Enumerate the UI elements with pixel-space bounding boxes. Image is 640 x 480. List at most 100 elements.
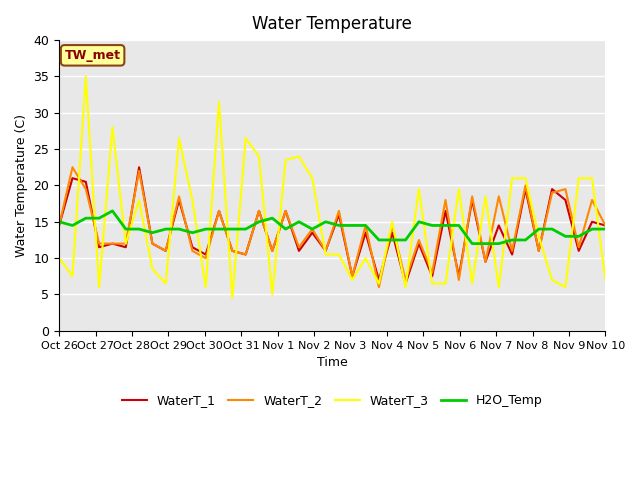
H2O_Temp bbox=[242, 226, 250, 232]
WaterT_3 bbox=[508, 175, 516, 181]
WaterT_1 bbox=[575, 248, 582, 254]
WaterT_1 bbox=[255, 208, 263, 214]
WaterT_3 bbox=[388, 219, 396, 225]
H2O_Temp bbox=[82, 216, 90, 221]
WaterT_2 bbox=[68, 165, 76, 170]
WaterT_2 bbox=[189, 248, 196, 254]
H2O_Temp bbox=[335, 223, 343, 228]
WaterT_1 bbox=[588, 219, 596, 225]
WaterT_3 bbox=[575, 175, 582, 181]
WaterT_1 bbox=[308, 230, 316, 236]
WaterT_1 bbox=[455, 274, 463, 279]
WaterT_2 bbox=[228, 248, 236, 254]
WaterT_2 bbox=[95, 241, 103, 247]
WaterT_3 bbox=[215, 99, 223, 105]
H2O_Temp bbox=[561, 233, 569, 239]
H2O_Temp bbox=[162, 226, 170, 232]
WaterT_3 bbox=[335, 252, 343, 257]
WaterT_3 bbox=[442, 281, 449, 287]
H2O_Temp bbox=[508, 237, 516, 243]
H2O_Temp bbox=[135, 226, 143, 232]
WaterT_1 bbox=[468, 197, 476, 203]
WaterT_2 bbox=[442, 197, 449, 203]
WaterT_1 bbox=[215, 208, 223, 214]
WaterT_1 bbox=[202, 252, 209, 257]
WaterT_3 bbox=[295, 154, 303, 159]
WaterT_3 bbox=[362, 255, 369, 261]
WaterT_3 bbox=[455, 186, 463, 192]
WaterT_2 bbox=[268, 248, 276, 254]
WaterT_2 bbox=[602, 223, 609, 228]
WaterT_1 bbox=[189, 244, 196, 250]
WaterT_2 bbox=[535, 248, 543, 254]
WaterT_1 bbox=[508, 252, 516, 257]
WaterT_2 bbox=[148, 241, 156, 247]
WaterT_1 bbox=[55, 223, 63, 228]
H2O_Temp bbox=[388, 237, 396, 243]
WaterT_3 bbox=[322, 252, 330, 257]
WaterT_1 bbox=[322, 248, 330, 254]
WaterT_1 bbox=[415, 241, 422, 247]
WaterT_1 bbox=[295, 248, 303, 254]
WaterT_2 bbox=[135, 168, 143, 174]
WaterT_2 bbox=[508, 248, 516, 254]
WaterT_2 bbox=[335, 208, 343, 214]
H2O_Temp bbox=[189, 230, 196, 236]
WaterT_1 bbox=[268, 248, 276, 254]
H2O_Temp bbox=[588, 226, 596, 232]
WaterT_2 bbox=[109, 241, 116, 247]
WaterT_2 bbox=[215, 208, 223, 214]
WaterT_1 bbox=[162, 248, 170, 254]
Line: WaterT_1: WaterT_1 bbox=[59, 168, 605, 284]
WaterT_3 bbox=[548, 277, 556, 283]
H2O_Temp bbox=[282, 226, 289, 232]
WaterT_1 bbox=[482, 259, 490, 264]
H2O_Temp bbox=[295, 219, 303, 225]
Y-axis label: Water Temperature (C): Water Temperature (C) bbox=[15, 114, 28, 257]
H2O_Temp bbox=[535, 226, 543, 232]
WaterT_2 bbox=[255, 208, 263, 214]
Text: TW_met: TW_met bbox=[65, 49, 120, 62]
WaterT_3 bbox=[308, 175, 316, 181]
H2O_Temp bbox=[415, 219, 422, 225]
WaterT_1 bbox=[68, 175, 76, 181]
H2O_Temp bbox=[109, 208, 116, 214]
H2O_Temp bbox=[602, 226, 609, 232]
H2O_Temp bbox=[215, 226, 223, 232]
H2O_Temp bbox=[495, 241, 502, 247]
WaterT_2 bbox=[162, 248, 170, 254]
WaterT_3 bbox=[348, 277, 356, 283]
H2O_Temp bbox=[308, 226, 316, 232]
H2O_Temp bbox=[375, 237, 383, 243]
WaterT_1 bbox=[561, 197, 569, 203]
WaterT_2 bbox=[82, 186, 90, 192]
WaterT_3 bbox=[148, 266, 156, 272]
H2O_Temp bbox=[402, 237, 410, 243]
WaterT_1 bbox=[442, 208, 449, 214]
WaterT_1 bbox=[148, 241, 156, 247]
H2O_Temp bbox=[175, 226, 183, 232]
WaterT_2 bbox=[242, 252, 250, 257]
WaterT_3 bbox=[55, 255, 63, 261]
H2O_Temp bbox=[228, 226, 236, 232]
WaterT_1 bbox=[175, 197, 183, 203]
WaterT_2 bbox=[561, 186, 569, 192]
WaterT_3 bbox=[561, 284, 569, 290]
H2O_Temp bbox=[575, 233, 582, 239]
H2O_Temp bbox=[362, 223, 369, 228]
WaterT_2 bbox=[175, 193, 183, 199]
WaterT_1 bbox=[375, 277, 383, 283]
WaterT_2 bbox=[202, 255, 209, 261]
WaterT_3 bbox=[588, 175, 596, 181]
WaterT_1 bbox=[548, 186, 556, 192]
WaterT_1 bbox=[228, 248, 236, 254]
WaterT_2 bbox=[522, 182, 529, 188]
WaterT_2 bbox=[348, 274, 356, 279]
H2O_Temp bbox=[522, 237, 529, 243]
WaterT_2 bbox=[402, 277, 410, 283]
X-axis label: Time: Time bbox=[317, 356, 348, 369]
H2O_Temp bbox=[68, 223, 76, 228]
WaterT_3 bbox=[522, 175, 529, 181]
WaterT_2 bbox=[495, 193, 502, 199]
WaterT_3 bbox=[415, 186, 422, 192]
